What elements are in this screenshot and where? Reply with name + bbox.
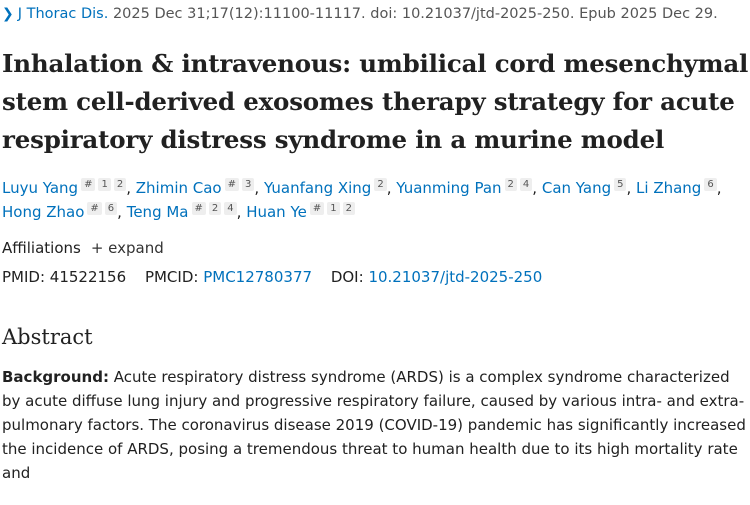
affiliation-marker[interactable]: 2 — [342, 202, 355, 215]
background-label: Background: — [2, 368, 109, 386]
affiliations: Affiliations + expand — [2, 238, 750, 258]
abstract-heading: Abstract — [2, 325, 93, 349]
affiliation-marker[interactable]: # — [191, 202, 206, 215]
affiliation-marker[interactable]: 2 — [504, 178, 517, 191]
identifiers: PMID: 41522156 PMCID: PMC12780377 DOI: 1… — [2, 267, 750, 287]
author-link[interactable]: Can Yang — [541, 179, 612, 197]
affiliation-marker[interactable]: 1 — [98, 178, 111, 191]
author-list: Luyu Yang #1 2, Zhimin Cao #3, Yuanfang Xin… — [2, 176, 750, 224]
affiliation-marker[interactable]: 2 — [374, 178, 387, 191]
journal-link[interactable]: J Thorac Dis. — [17, 6, 109, 22]
affiliation-marker[interactable]: # — [81, 178, 96, 191]
author: Luyu Yang #1 2, — [2, 178, 136, 197]
affiliation-marker[interactable]: # — [87, 202, 102, 215]
affiliation-marker[interactable]: 6 — [704, 178, 717, 191]
background-text: Acute respiratory distress syndrome (ARD… — [2, 368, 746, 482]
author: Li Zhang 6, — [636, 178, 722, 197]
affiliation-marker[interactable]: 1 — [327, 202, 340, 215]
pmid-value: 41522156 — [49, 268, 127, 286]
affiliation-marker[interactable]: 2 — [208, 202, 222, 215]
citation-details: 2025 Dec 31;17(12):11100-11117. doi: 10.… — [112, 6, 718, 22]
affiliations-label: Affiliations — [2, 239, 81, 257]
affiliation-marker[interactable]: 2 — [113, 178, 127, 191]
author-link[interactable]: Huan Ye — [246, 203, 307, 221]
author: Yuanfang Xing 2, — [263, 178, 397, 197]
doi-label: DOI: — [330, 268, 364, 286]
pmcid-link[interactable]: PMC12780377 — [203, 268, 313, 286]
author-link[interactable]: Hong Zhao — [2, 203, 85, 221]
author: Hong Zhao #6, — [2, 202, 127, 221]
article-page: ❯ J Thorac Dis. 2025 Dec 31;17(12):11100-… — [0, 5, 750, 485]
author: Teng Ma #2 4, — [126, 202, 247, 221]
author: Zhimin Cao #3, — [135, 178, 264, 197]
citation: ❯ J Thorac Dis. 2025 Dec 31;17(12):11100-… — [2, 5, 750, 23]
affiliation-marker[interactable]: 4 — [224, 202, 237, 215]
affiliation-marker[interactable]: 6 — [104, 202, 118, 215]
affiliation-marker[interactable]: # — [224, 178, 240, 191]
author-link[interactable]: Yuanming Pan — [396, 179, 502, 197]
pmcid-label: PMCID: — [144, 268, 199, 286]
article-title: Inhalation & intravenous: umbilical cord… — [2, 49, 749, 154]
author-link[interactable]: Teng Ma — [126, 203, 189, 221]
author-link[interactable]: Li Zhang — [636, 179, 702, 197]
chevron-right-icon[interactable]: ❯ — [2, 6, 14, 22]
doi-link[interactable]: 10.21037/jtd-2025-250 — [368, 268, 543, 286]
expand-affiliations-button[interactable]: + expand — [90, 239, 164, 257]
author-link[interactable]: Zhimin Cao — [135, 179, 222, 197]
affiliation-marker[interactable]: # — [309, 202, 325, 215]
author: Huan Ye #1 2 — [246, 202, 355, 221]
abstract-background: Background: Acute respiratory distress s… — [2, 365, 750, 485]
pmid-label: PMID: — [2, 268, 46, 286]
affiliation-marker[interactable]: 4 — [519, 178, 533, 191]
author-link[interactable]: Luyu Yang — [2, 179, 79, 197]
author-link[interactable]: Yuanfang Xing — [263, 179, 372, 197]
author: Yuanming Pan 2 4, — [396, 178, 542, 197]
affiliation-marker[interactable]: 5 — [614, 178, 627, 191]
affiliation-marker[interactable]: 3 — [242, 178, 255, 191]
author: Can Yang 5, — [541, 178, 637, 197]
